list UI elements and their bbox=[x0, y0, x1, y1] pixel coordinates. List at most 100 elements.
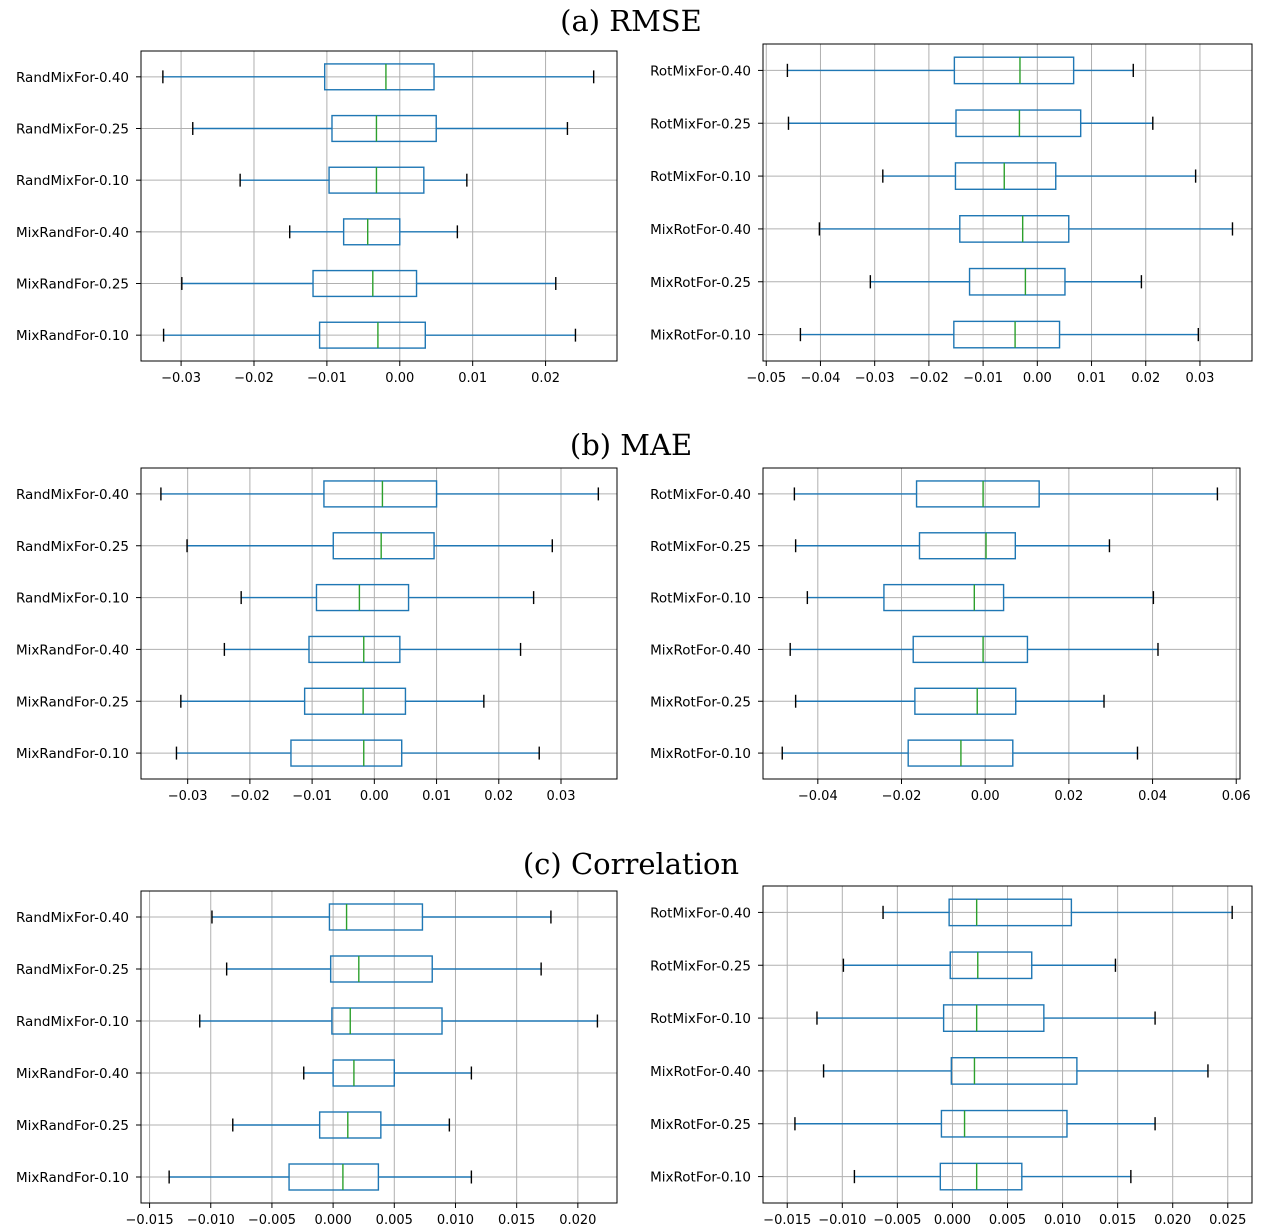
x-tick-label: 0.01 bbox=[458, 371, 487, 386]
box-iqr bbox=[328, 903, 424, 931]
x-tick-label: 0.000 bbox=[934, 1213, 971, 1228]
category-label: RandMixFor-0.40 bbox=[16, 910, 129, 926]
box-iqr bbox=[949, 951, 1033, 980]
category-label: MixRandFor-0.40 bbox=[16, 642, 129, 658]
x-tick-label: 0.020 bbox=[559, 1213, 596, 1228]
box-iqr bbox=[912, 635, 1029, 664]
category-label: MixRandFor-0.25 bbox=[16, 277, 129, 293]
box-iqr bbox=[955, 109, 1082, 138]
x-tick-label: −0.015 bbox=[126, 1213, 174, 1228]
plots-layer: RandMixFor-0.40 RandMixFor-0.25 RandMixFor… bbox=[16, 43, 1253, 1228]
category-label: MixRotFor-0.25 bbox=[650, 694, 751, 710]
box-iqr bbox=[312, 269, 418, 298]
x-tick-label: −0.04 bbox=[798, 789, 838, 804]
panel-rmse-left: RandMixFor-0.40 RandMixFor-0.25 RandMixFor… bbox=[16, 50, 618, 386]
category-label: MixRotFor-0.40 bbox=[650, 222, 751, 238]
x-tick-label: −0.010 bbox=[187, 1213, 235, 1228]
box-iqr bbox=[315, 583, 410, 612]
panel-mae-left: RandMixFor-0.40 RandMixFor-0.25 RandMixFor… bbox=[16, 467, 618, 804]
category-label: RandMixFor-0.25 bbox=[16, 962, 129, 978]
x-tick-label: −0.01 bbox=[963, 371, 1003, 386]
x-tick-label: 0.02 bbox=[484, 789, 513, 804]
category-label: MixRandFor-0.40 bbox=[16, 225, 129, 241]
x-tick-label: 0.01 bbox=[422, 789, 451, 804]
x-tick-label: 0.00 bbox=[385, 371, 414, 386]
box-iqr bbox=[939, 1162, 1023, 1191]
x-tick-label: −0.005 bbox=[248, 1213, 296, 1228]
category-label: MixRandFor-0.10 bbox=[16, 1170, 129, 1186]
category-label: RandMixFor-0.25 bbox=[16, 122, 129, 138]
x-tick-label: −0.03 bbox=[161, 371, 201, 386]
category-label: MixRandFor-0.25 bbox=[16, 1118, 129, 1134]
axes-frame bbox=[140, 50, 618, 362]
category-label: RotMixFor-0.40 bbox=[650, 63, 751, 79]
category-label: MixRandFor-0.40 bbox=[16, 1066, 129, 1082]
x-tick-label: 0.005 bbox=[989, 1213, 1026, 1228]
x-tick-label: 0.010 bbox=[1044, 1213, 1081, 1228]
x-tick-label: 0.02 bbox=[1054, 789, 1083, 804]
x-tick-label: 0.010 bbox=[437, 1213, 474, 1228]
x-tick-label: 0.025 bbox=[1209, 1213, 1246, 1228]
x-tick-label: −0.02 bbox=[909, 371, 949, 386]
axes-frame bbox=[762, 43, 1253, 362]
x-tick-label: 0.02 bbox=[531, 371, 560, 386]
x-tick-label: 0.01 bbox=[1077, 371, 1106, 386]
box-iqr bbox=[915, 480, 1040, 508]
x-tick-label: 0.000 bbox=[315, 1213, 352, 1228]
x-tick-label: 0.015 bbox=[498, 1213, 535, 1228]
category-label: RotMixFor-0.40 bbox=[650, 487, 751, 503]
x-tick-label: −0.03 bbox=[168, 789, 208, 804]
box-iqr bbox=[968, 267, 1066, 296]
category-label: MixRandFor-0.10 bbox=[16, 328, 129, 344]
x-tick-label: −0.05 bbox=[746, 371, 786, 386]
box-iqr bbox=[948, 898, 1073, 927]
box-iqr bbox=[323, 63, 435, 91]
x-tick-label: 0.020 bbox=[1154, 1213, 1191, 1228]
section-title-rmse: (a) RMSE bbox=[560, 4, 702, 38]
box-iqr bbox=[308, 635, 401, 664]
category-label: MixRandFor-0.10 bbox=[16, 746, 129, 762]
box-iqr bbox=[950, 1057, 1078, 1085]
box-iqr bbox=[329, 955, 433, 983]
x-tick-label: 0.00 bbox=[1023, 371, 1052, 386]
x-tick-label: −0.02 bbox=[882, 789, 922, 804]
box-iqr bbox=[342, 218, 401, 246]
box-iqr bbox=[959, 215, 1070, 243]
category-label: MixRandFor-0.25 bbox=[16, 694, 129, 710]
x-tick-label: −0.01 bbox=[307, 371, 347, 386]
category-label: RandMixFor-0.40 bbox=[16, 70, 129, 86]
section-title-mae: (b) MAE bbox=[570, 428, 692, 462]
category-label: MixRotFor-0.10 bbox=[650, 746, 751, 762]
box-iqr bbox=[953, 320, 1061, 349]
category-label: RotMixFor-0.25 bbox=[650, 116, 751, 132]
category-label: RandMixFor-0.10 bbox=[16, 591, 129, 607]
box-iqr bbox=[288, 1163, 380, 1191]
category-label: MixRotFor-0.25 bbox=[650, 1117, 751, 1133]
category-label: RandMixFor-0.25 bbox=[16, 539, 129, 555]
box-iqr bbox=[940, 1109, 1068, 1138]
x-tick-label: −0.02 bbox=[230, 789, 270, 804]
x-tick-label: 0.04 bbox=[1138, 789, 1167, 804]
x-tick-label: −0.02 bbox=[234, 371, 274, 386]
x-tick-label: −0.01 bbox=[292, 789, 332, 804]
x-tick-label: 0.06 bbox=[1222, 789, 1251, 804]
box-iqr bbox=[331, 114, 437, 143]
box-iqr bbox=[303, 687, 407, 715]
panel-mae-right: RotMixFor-0.40 RotMixFor-0.25 RotMixFor-0.… bbox=[650, 467, 1251, 804]
box-iqr bbox=[318, 321, 426, 349]
x-tick-label: −0.015 bbox=[763, 1213, 811, 1228]
axes-frame bbox=[762, 467, 1241, 780]
category-label: RotMixFor-0.10 bbox=[650, 169, 751, 185]
x-tick-label: −0.010 bbox=[818, 1213, 866, 1228]
box-iqr bbox=[332, 532, 435, 560]
x-tick-label: −0.03 bbox=[855, 371, 895, 386]
box-iqr bbox=[953, 56, 1075, 85]
box-iqr bbox=[954, 162, 1057, 190]
axes-frame bbox=[140, 890, 618, 1204]
box-iqr bbox=[883, 583, 1005, 612]
category-label: RandMixFor-0.40 bbox=[16, 487, 129, 503]
box-iqr bbox=[918, 532, 1017, 560]
x-tick-label: 0.015 bbox=[1099, 1213, 1136, 1228]
section-title-correlation: (c) Correlation bbox=[523, 847, 739, 881]
